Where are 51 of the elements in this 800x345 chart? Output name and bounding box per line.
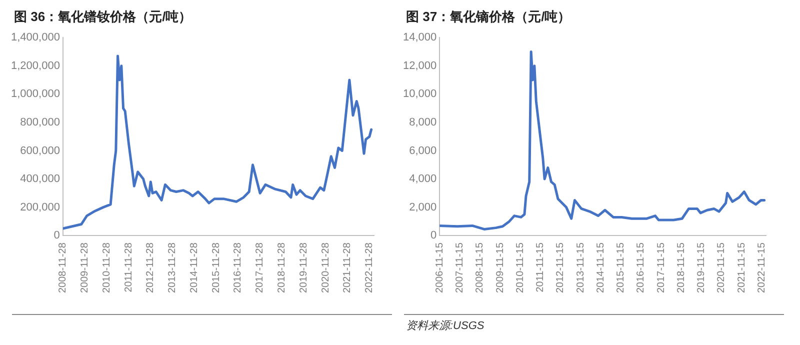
y-tick-label: 1,000,000	[11, 88, 60, 100]
x-tick-label: 2013-11-15	[575, 242, 586, 294]
y-tick-label: 1,200,000	[11, 60, 60, 72]
x-tick-label: 2017-11-15	[656, 242, 667, 294]
x-tick-label: 2011-11-15	[535, 242, 546, 292]
y-tick-label: 600,000	[20, 144, 60, 157]
x-tick-label: 2008-11-15	[474, 242, 486, 294]
x-tick-label: 2021-11-15	[736, 242, 748, 294]
x-tick-label: 2014-11-28	[188, 242, 200, 294]
chart-title: 图 37：氧化镝价格（元/吨）	[405, 8, 572, 26]
y-tick-label: 0	[54, 230, 60, 242]
x-tick-label: 2014-11-15	[595, 242, 606, 294]
x-tick-label: 2008-11-28	[58, 242, 69, 294]
y-tick-label: 200,000	[20, 201, 60, 214]
x-tick-label: 2007-11-15	[454, 242, 466, 294]
x-tick-label: 2019-11-28	[298, 242, 310, 294]
x-tick-label: 2020-11-15	[716, 242, 728, 294]
x-tick-label: 2022-11-28	[364, 242, 376, 294]
y-tick-label: 1,400,000	[11, 32, 60, 44]
y-tick-label: 12,000	[402, 60, 437, 72]
y-tick-label: 10,000	[402, 88, 437, 100]
x-tick-label: 2013-11-28	[167, 242, 178, 294]
x-tick-label: 2018-11-28	[276, 242, 288, 294]
x-tick-label: 2016-11-28	[232, 242, 244, 294]
text: 资料来源:USGS	[406, 320, 484, 332]
x-tick-label: 2012-11-15	[555, 242, 566, 294]
y-tick-label: 14,000	[402, 32, 437, 44]
x-tick-label: 2010-11-15	[514, 242, 526, 294]
x-tick-label: 2018-11-15	[676, 242, 687, 294]
chart-title: 图 36：氧化镨钕价格（元/吨）	[13, 8, 193, 26]
x-tick-label: 2009-11-28	[80, 242, 91, 294]
y-tick-label: 6,000	[409, 144, 437, 157]
x-tick-label: 2021-11-28	[342, 242, 354, 294]
y-tick-label: 8,000	[409, 116, 437, 128]
x-tick-label: 2015-11-28	[210, 242, 222, 294]
y-tick-label: 2,000	[409, 201, 437, 214]
x-tick-label: 2019-11-15	[696, 242, 708, 294]
y-tick-label: 400,000	[20, 173, 60, 186]
y-tick-label: 800,000	[20, 116, 60, 128]
x-tick-label: 2020-11-28	[320, 242, 332, 294]
x-tick-label: 2010-11-28	[101, 242, 112, 294]
x-tick-label: 2015-11-15	[616, 242, 627, 294]
y-tick-label: 0	[430, 230, 437, 242]
x-tick-label: 2011-11-28	[123, 242, 134, 292]
x-tick-label: 2006-11-15	[434, 242, 446, 294]
x-tick-label: 2016-11-15	[636, 242, 647, 294]
x-tick-label: 2017-11-28	[254, 242, 266, 294]
y-tick-label: 4,000	[409, 173, 437, 186]
x-tick-label: 2022-11-15	[756, 242, 768, 294]
x-tick-label: 2012-11-28	[145, 242, 156, 294]
x-tick-label: 2009-11-15	[494, 242, 506, 294]
